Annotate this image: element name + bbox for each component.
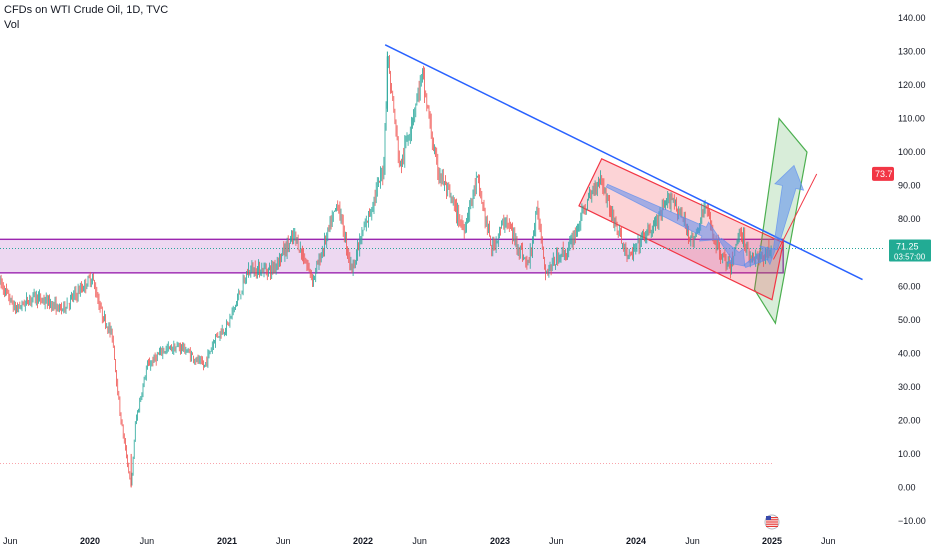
y-tick-label: 10.00 [898, 449, 921, 459]
flag-stripe [766, 525, 778, 527]
y-tick-label: 20.00 [898, 415, 921, 425]
x-tick-label: Jun [276, 536, 291, 546]
flag-stripe [766, 521, 778, 523]
y-tick-label: 50.00 [898, 315, 921, 325]
x-tick-label: 2023 [490, 536, 510, 546]
y-tick-label: 80.00 [898, 214, 921, 224]
volume-label[interactable]: Vol [4, 19, 20, 31]
flag-stripe [766, 519, 778, 521]
x-tick-label: 2024 [626, 536, 646, 546]
y-tick-label: 130.00 [898, 47, 926, 57]
flag-stripe [766, 517, 778, 519]
x-tick-label: 2020 [80, 536, 100, 546]
y-tick-label: 60.00 [898, 281, 921, 291]
y-tick-label: 40.00 [898, 348, 921, 358]
down-arrow [605, 183, 722, 242]
down-arrow [718, 237, 746, 267]
x-tick-label: Jun [3, 536, 18, 546]
y-tick-label: 30.00 [898, 382, 921, 392]
y-tick-label: 0.00 [898, 482, 916, 492]
target-line [773, 173, 818, 260]
arrows-layer [605, 164, 818, 268]
dotted-lines-layer [0, 248, 885, 464]
x-tick-label: Jun [821, 536, 836, 546]
y-tick-label: −10.00 [898, 516, 926, 526]
target-price-tag [872, 166, 894, 181]
y-tick-label: 110.00 [898, 114, 925, 124]
y-tick-label: 90.00 [898, 181, 921, 191]
x-tick-label: Jun [685, 536, 700, 546]
descending-channel [578, 158, 784, 301]
flag-stripe [766, 523, 778, 525]
y-axis: 140.00 130.00 120.00 110.00 100.00 90.00 80.00… [898, 13, 926, 526]
x-axis: Jun 2020 Jun 2021 Jun 2022 Jun 2023 Jun 2024 Jun 20… [3, 536, 836, 546]
y-tick-label: 100.00 [898, 147, 926, 157]
target-price-value: 73.7 [875, 169, 893, 179]
us-flag-icon[interactable] [764, 514, 780, 530]
y-tick-label: 140.00 [898, 13, 926, 23]
last-price-value: 71.25 [896, 242, 919, 252]
x-tick-label: Jun [140, 536, 155, 546]
channel-layer [578, 158, 784, 301]
x-tick-label: Jun [412, 536, 427, 546]
last-price-tag [889, 239, 931, 262]
candles-layer [0, 51, 772, 488]
up-arrow [772, 164, 805, 251]
x-tick-label: Jun [549, 536, 564, 546]
flag-canton [766, 516, 771, 520]
support-zone [0, 238, 784, 274]
y-tick-label: 120.00 [898, 80, 926, 90]
support-zone-layer [0, 238, 784, 274]
x-tick-label: 2025 [762, 536, 782, 546]
flat-arrow [743, 245, 776, 268]
countdown-value: 03:57:00 [894, 253, 926, 262]
symbol-title[interactable]: CFDs on WTI Crude Oil, 1D, TVC [4, 4, 169, 16]
x-tick-label: 2022 [353, 536, 373, 546]
x-tick-label: 2021 [217, 536, 237, 546]
